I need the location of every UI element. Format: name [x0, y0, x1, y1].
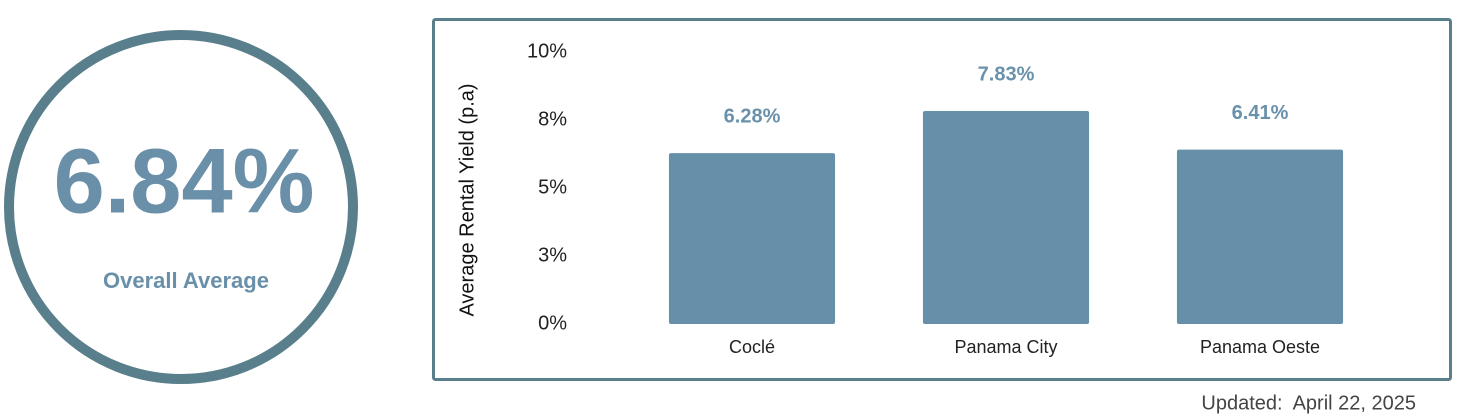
value-label: 7.83%: [978, 63, 1035, 85]
chart-frame: [432, 18, 1452, 381]
value-label: 6.41%: [1232, 102, 1289, 124]
bar: [668, 153, 836, 324]
y-axis-title: Average Rental Yield (p.a): [456, 83, 478, 316]
updated-note: Updated: April 22, 2025: [1201, 392, 1416, 414]
x-tick-label: Panama Oeste: [1200, 337, 1320, 357]
bar: [1176, 149, 1344, 324]
y-tick-label: 10%: [527, 40, 567, 62]
y-tick-label: 5%: [538, 176, 567, 198]
overall-label: Overall Average: [103, 268, 269, 293]
x-tick-label: Coclé: [729, 337, 775, 357]
x-tick-label: Panama City: [954, 337, 1057, 357]
y-tick-label: 8%: [538, 108, 567, 130]
overall-value: 6.84%: [54, 130, 315, 232]
y-tick-label: 0%: [538, 312, 567, 334]
bar: [922, 111, 1090, 324]
value-label: 6.28%: [724, 105, 781, 127]
y-tick-label: 3%: [538, 244, 567, 266]
stat-ring: [4, 30, 358, 384]
